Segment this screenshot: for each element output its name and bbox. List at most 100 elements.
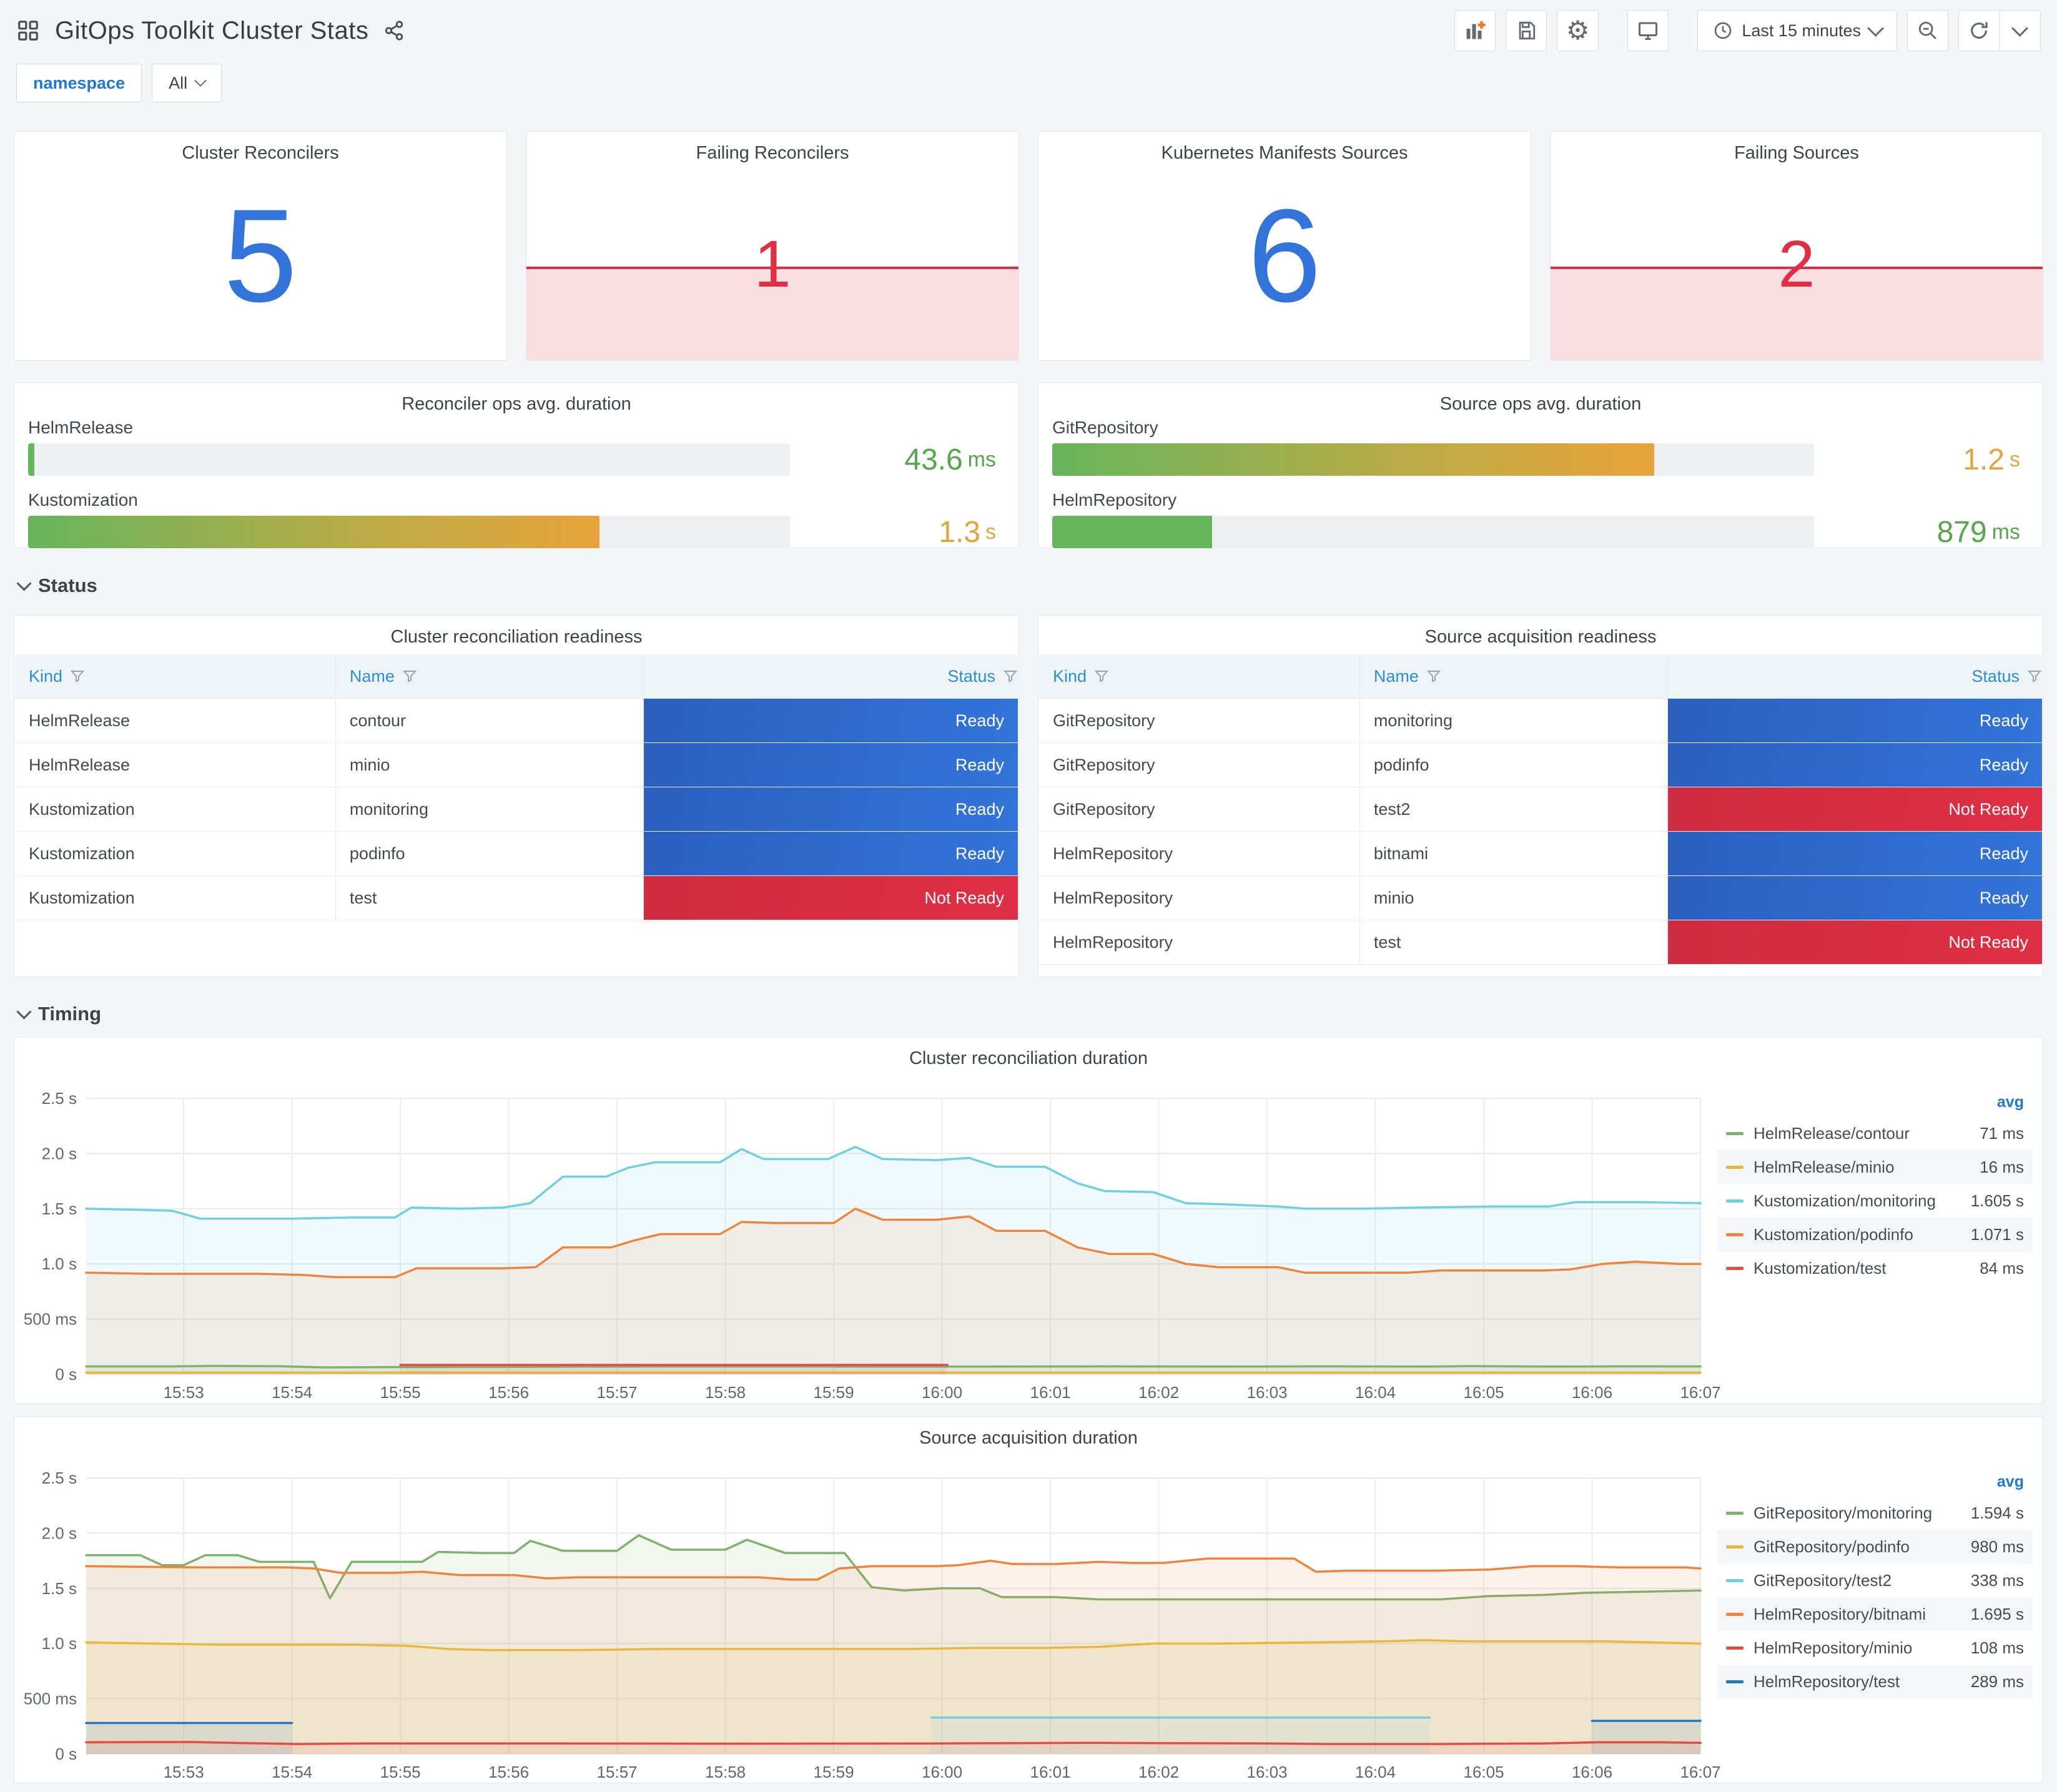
chart-legend: avg GitRepository/monitoring 1.594 s GitRep… [1717,1472,2033,1698]
stat-value: 2 [1778,227,1815,302]
legend-item[interactable]: HelmRepository/bitnami 1.695 s [1717,1597,2033,1631]
svg-text:2.5 s: 2.5 s [42,1469,77,1487]
column-header-name[interactable]: Name [1359,654,1668,699]
column-header-label: Kind [1053,666,1087,686]
legend-item[interactable]: GitRepository/podinfo 980 ms [1717,1530,2033,1563]
dashboard-settings-button[interactable]: ⚙ [1556,10,1599,51]
dashboards-grid-icon[interactable] [16,19,40,42]
table-row: HelmRepository minio Ready [1039,876,2042,920]
add-panel-button[interactable] [1454,10,1496,51]
table-row-container: Cluster reconciliation readiness Kind Name… [14,615,2043,977]
legend-series-dash [1726,1233,1744,1236]
table-row: HelmRelease contour Ready [15,699,1018,743]
gauge-track [28,443,790,476]
time-range-picker[interactable]: Last 15 minutes [1697,10,1897,51]
status-cell: Ready [1667,832,2042,876]
filter-funnel-icon[interactable] [402,669,417,684]
gauge-value: 43.6 ms [904,443,996,476]
table-row: GitRepository podinfo Ready [1039,743,2042,787]
time-range-label: Last 15 minutes [1742,21,1861,40]
refresh-interval-dropdown[interactable] [2000,10,2041,51]
svg-text:15:55: 15:55 [380,1763,421,1781]
svg-text:2.0 s: 2.0 s [42,1524,77,1542]
legend-series-avg: 980 ms [1970,1537,2024,1556]
svg-text:2.0 s: 2.0 s [42,1144,77,1163]
svg-text:0 s: 0 s [55,1745,77,1763]
svg-text:1.5 s: 1.5 s [42,1579,77,1598]
save-dashboard-button[interactable] [1505,10,1547,51]
column-header-kind[interactable]: Kind [15,654,336,699]
column-header-kind[interactable]: Kind [1039,654,1360,699]
dashboard-header: GitOps Toolkit Cluster Stats ⚙ [0,0,2057,55]
kind-cell: GitRepository [1039,787,1360,832]
gauge-row: Reconciler ops avg. duration HelmRelease 4… [14,382,2043,549]
legend-item[interactable]: HelmRepository/minio 108 ms [1717,1631,2033,1665]
gauge-value-unit: ms [1991,519,2020,544]
svg-text:15:57: 15:57 [597,1383,638,1402]
status-cell: Ready [643,832,1018,876]
svg-text:15:58: 15:58 [705,1383,746,1402]
section-timing[interactable]: Timing [16,1003,101,1025]
gauge-value-unit: ms [967,447,996,471]
kind-cell: GitRepository [1039,699,1360,743]
section-status[interactable]: Status [16,574,97,597]
legend-item[interactable]: GitRepository/test2 338 ms [1717,1563,2033,1597]
gauge-value: 879 ms [1936,515,2020,549]
column-header-label: Name [349,666,395,686]
legend-series-name: Kustomization/test [1754,1258,1887,1278]
filter-funnel-icon[interactable] [2027,669,2042,684]
name-cell: test [335,876,644,920]
stat-row: Cluster Reconcilers 5 Failing Reconcilers 1… [14,131,2043,361]
svg-text:16:02: 16:02 [1138,1383,1179,1402]
column-header-status[interactable]: Status [1667,654,2042,699]
legend-series-name: GitRepository/monitoring [1754,1503,1933,1522]
filter-funnel-icon[interactable] [1003,669,1018,684]
legend-series-avg: 108 ms [1970,1638,2024,1657]
zoom-out-button[interactable] [1907,10,1948,51]
filter-funnel-icon[interactable] [70,669,85,684]
chevron-down-icon [194,74,207,87]
time-series-plot[interactable]: 0 s 500 ms 1.0 s 1.5 s 2.0 s 2.5 s 15:53 15:54 1… [14,1417,2043,1783]
gauge-value-number: 879 [1936,515,1987,549]
svg-text:500 ms: 500 ms [24,1690,77,1708]
clock-icon [1715,22,1732,39]
namespace-variable-value-dropdown[interactable]: All [152,64,222,102]
legend-series-avg: 16 ms [1980,1157,2024,1176]
readiness-table: Kind Name Status HelmRelease contour Ready Hel… [15,654,1018,920]
name-cell: podinfo [1359,743,1668,787]
legend-series-name: Kustomization/podinfo [1754,1224,1913,1244]
status-badge: Not Ready [1667,920,2042,964]
legend-item[interactable]: Kustomization/monitoring 1.605 s [1717,1184,2033,1218]
name-cell: contour [335,699,644,743]
name-cell: test [1359,920,1668,965]
filter-funnel-icon[interactable] [1426,669,1441,684]
svg-text:15:55: 15:55 [380,1383,421,1402]
status-cell: Not Ready [1667,787,2042,832]
column-header-name[interactable]: Name [335,654,644,699]
filter-funnel-icon[interactable] [1094,669,1109,684]
svg-text:16:01: 16:01 [1030,1763,1071,1781]
legend-item[interactable]: GitRepository/monitoring 1.594 s [1717,1496,2033,1530]
gauge-value-number: 1.2 [1963,443,2005,476]
legend-item[interactable]: HelmRepository/test 289 ms [1717,1665,2033,1698]
table-row: Kustomization monitoring Ready [15,787,1018,832]
namespace-variable-label[interactable]: namespace [16,64,142,102]
time-series-plot[interactable]: 0 s 500 ms 1.0 s 1.5 s 2.0 s 2.5 s 15:53 15:54 1… [14,1037,2043,1403]
legend-item[interactable]: Kustomization/podinfo 1.071 s [1717,1218,2033,1251]
legend-series-name: GitRepository/test2 [1754,1570,1892,1590]
legend-item[interactable]: HelmRelease/minio 16 ms [1717,1150,2033,1184]
legend-item[interactable]: HelmRelease/contour 71 ms [1717,1116,2033,1150]
column-header-status[interactable]: Status [643,654,1018,699]
cycle-view-mode-button[interactable] [1627,10,1669,51]
chevron-down-icon [1867,19,1884,37]
svg-text:15:58: 15:58 [705,1763,746,1781]
svg-text:2.5 s: 2.5 s [42,1089,77,1108]
gauge-value-unit: s [985,519,996,544]
refresh-button[interactable] [1958,10,2000,51]
legend-series-avg: 289 ms [1970,1671,2024,1691]
status-badge: Ready [643,743,1018,787]
share-icon[interactable] [383,20,405,41]
column-header-label: Status [1971,666,2020,686]
legend-item[interactable]: Kustomization/test 84 ms [1717,1251,2033,1285]
status-cell: Ready [1667,876,2042,920]
